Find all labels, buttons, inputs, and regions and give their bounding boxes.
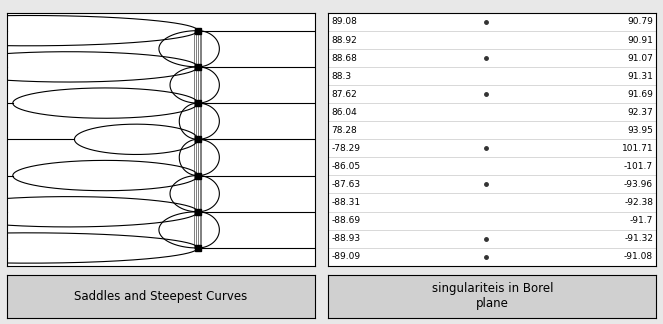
- Text: -92.38: -92.38: [624, 198, 653, 207]
- Text: 88.68: 88.68: [332, 53, 357, 63]
- Text: -88.69: -88.69: [332, 216, 361, 225]
- Text: 88.92: 88.92: [332, 36, 357, 44]
- Text: 87.62: 87.62: [332, 90, 357, 99]
- Text: -88.31: -88.31: [332, 198, 361, 207]
- Text: -87.63: -87.63: [332, 180, 361, 189]
- Text: -101.7: -101.7: [624, 162, 653, 171]
- Text: -91.08: -91.08: [624, 252, 653, 261]
- Text: -89.09: -89.09: [332, 252, 361, 261]
- Text: -91.7: -91.7: [630, 216, 653, 225]
- Text: Saddles and Steepest Curves: Saddles and Steepest Curves: [74, 290, 247, 303]
- Text: -86.05: -86.05: [332, 162, 361, 171]
- Text: -91.32: -91.32: [624, 234, 653, 243]
- Text: 93.95: 93.95: [627, 126, 653, 135]
- Text: -93.96: -93.96: [624, 180, 653, 189]
- Text: 91.07: 91.07: [627, 53, 653, 63]
- Text: 91.69: 91.69: [627, 90, 653, 99]
- Text: 89.08: 89.08: [332, 17, 357, 27]
- Text: -88.93: -88.93: [332, 234, 361, 243]
- Text: 78.28: 78.28: [332, 126, 357, 135]
- Text: 91.31: 91.31: [627, 72, 653, 81]
- Text: singulariteis in Borel
plane: singulariteis in Borel plane: [432, 283, 553, 310]
- Text: 92.37: 92.37: [627, 108, 653, 117]
- Text: 101.71: 101.71: [621, 144, 653, 153]
- Text: -78.29: -78.29: [332, 144, 361, 153]
- Text: 86.04: 86.04: [332, 108, 357, 117]
- Text: 90.79: 90.79: [627, 17, 653, 27]
- Text: 90.91: 90.91: [627, 36, 653, 44]
- Text: 88.3: 88.3: [332, 72, 351, 81]
